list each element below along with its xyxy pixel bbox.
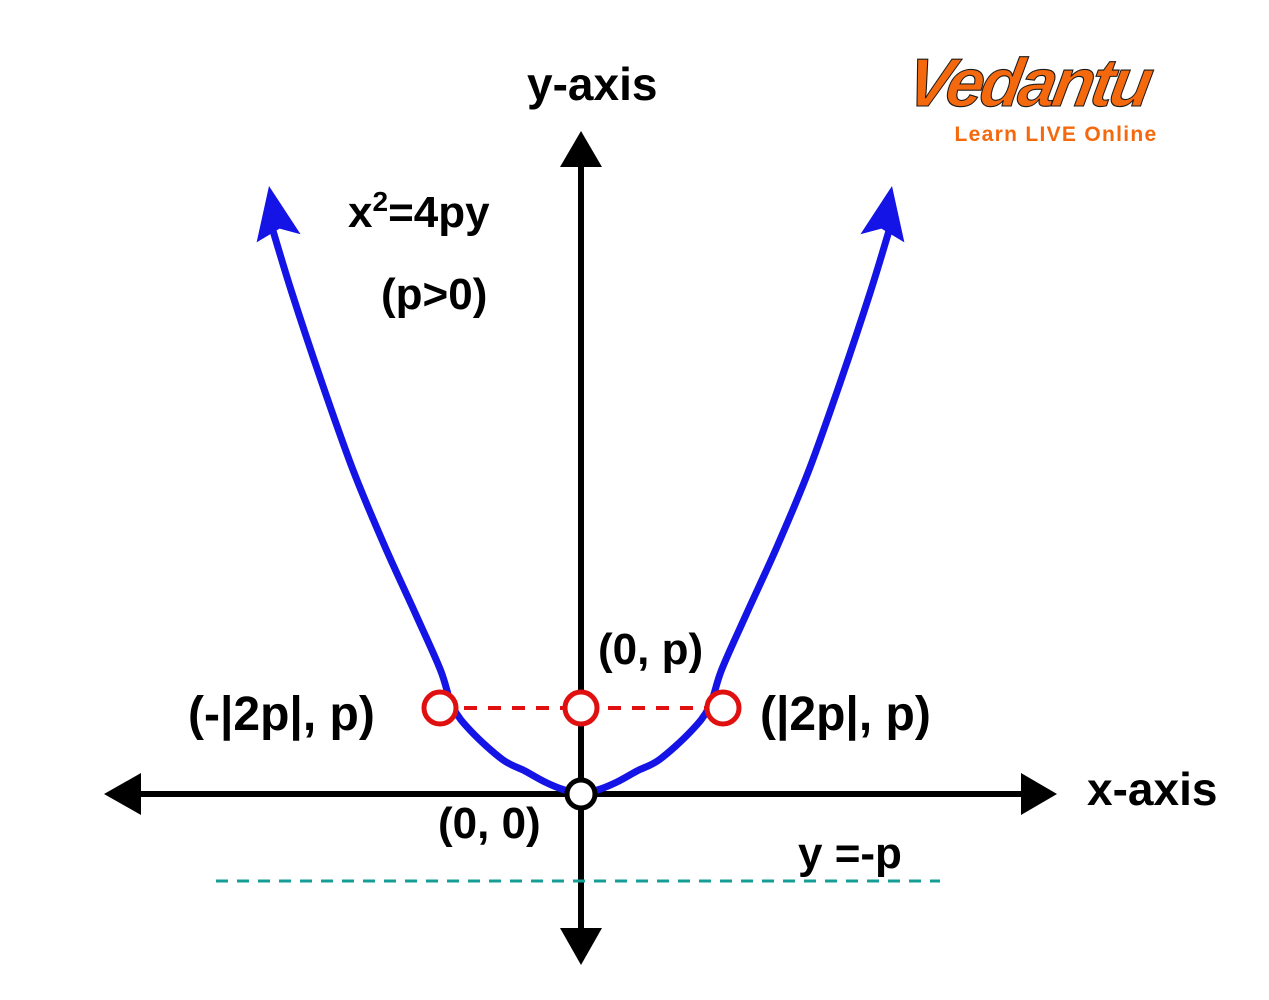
svg-text:x2=4py: x2=4py: [348, 186, 490, 237]
svg-text:y-axis: y-axis: [527, 58, 657, 110]
svg-text:(p>0): (p>0): [381, 270, 487, 319]
svg-text:(0, p): (0, p): [598, 625, 703, 674]
svg-text:(-|2p|, p): (-|2p|, p): [188, 688, 375, 741]
svg-text:(|2p|, p): (|2p|, p): [760, 688, 931, 741]
svg-text:x-axis: x-axis: [1087, 763, 1217, 815]
svg-text:(0, 0): (0, 0): [438, 799, 541, 848]
svg-text:y =-p: y =-p: [798, 829, 902, 878]
